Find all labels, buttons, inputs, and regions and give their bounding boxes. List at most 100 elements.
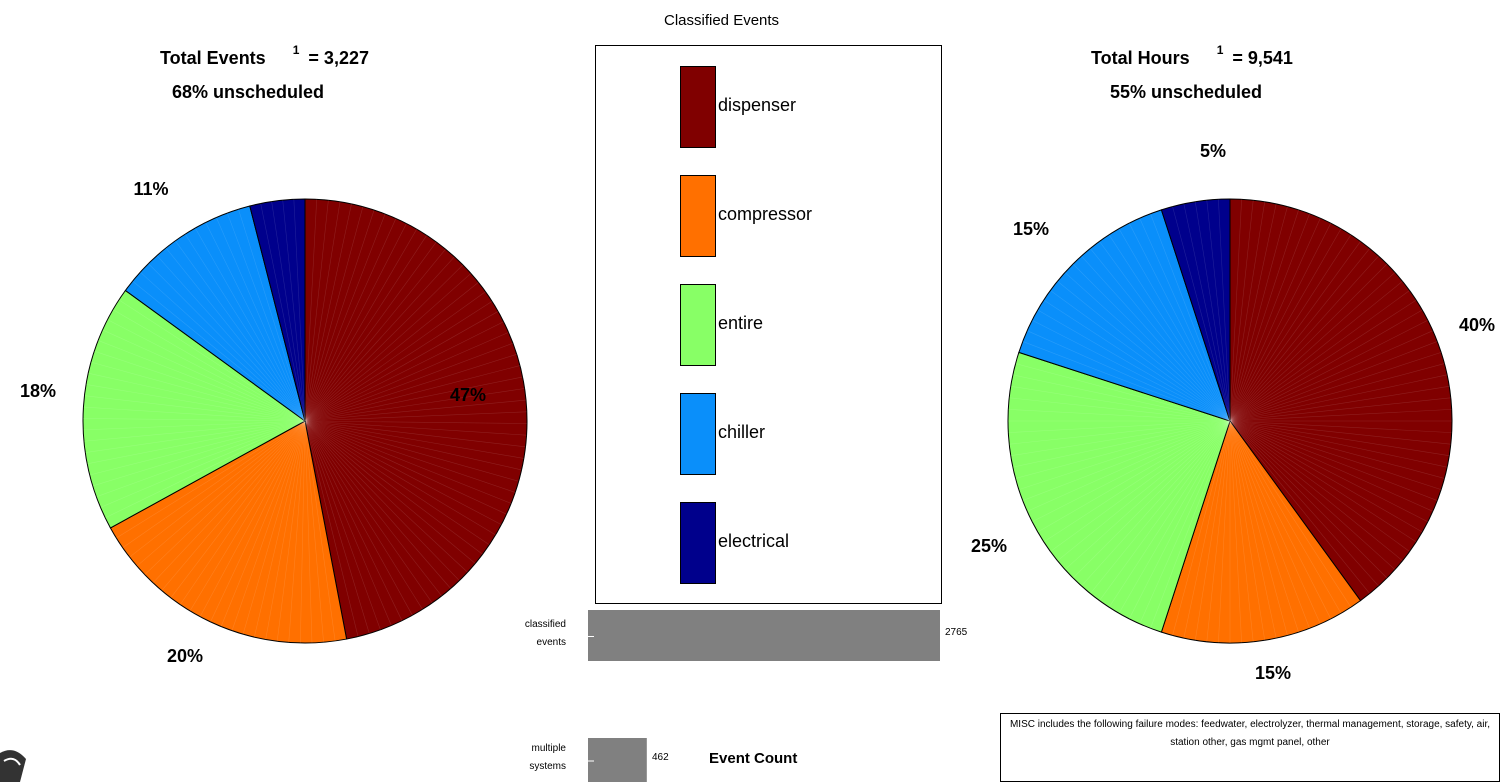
- pie-percent-label: 18%: [20, 381, 56, 401]
- pie-slice-shade: [1081, 420, 1231, 587]
- pie-slice-shade: [304, 420, 476, 564]
- pie-slice-shade: [107, 319, 306, 422]
- pie-slice-shade: [304, 256, 455, 422]
- pie-slice-shade: [205, 222, 306, 422]
- pie-slice-shade: [271, 201, 306, 422]
- bar-category-line: classified: [524, 619, 566, 630]
- pie-slice-shade: [1022, 341, 1231, 422]
- pie-slice-shade: [304, 376, 523, 422]
- pie-slice-shade: [1229, 420, 1452, 433]
- pie-slice-shade: [1229, 420, 1388, 579]
- pie-slice-shade: [304, 223, 407, 422]
- pie-slice-compressor: [109, 420, 348, 644]
- pie-slice-shade: [216, 217, 306, 422]
- pie-slice-shade: [304, 264, 464, 422]
- pie-slice-shade: [304, 420, 483, 555]
- pie-slice-shade: [304, 365, 521, 422]
- pie-slice-shade: [144, 420, 306, 575]
- pie-slice-shade: [304, 332, 509, 422]
- legend-label-compressor: compressor: [718, 204, 813, 224]
- pie-slice-shade: [1118, 420, 1231, 614]
- pie-slice-shade: [304, 218, 397, 422]
- pie-slice-shade: [96, 420, 306, 498]
- pie-slice-shade: [304, 420, 433, 604]
- pie-slice-shade: [1172, 206, 1231, 422]
- pie-slice-shade: [1032, 420, 1231, 523]
- pie-slice-shade: [118, 299, 306, 422]
- right-title-footnote: 1: [1216, 43, 1224, 57]
- pie-slice-shade: [90, 361, 306, 422]
- legend-swatch-entire: [680, 284, 716, 366]
- logo-icon: [0, 750, 26, 782]
- pie-slice-shade: [1172, 420, 1231, 636]
- pie-slice-shade: [165, 247, 306, 422]
- pie-slice-shade: [304, 420, 526, 448]
- pie-slice-shade: [1229, 420, 1277, 639]
- pie-slice-shade: [1229, 397, 1451, 422]
- pie-slice-shade: [293, 199, 306, 422]
- pie-slice-shade: [265, 420, 306, 640]
- pie-slice-shade: [1229, 299, 1417, 422]
- pie-slice-shade: [304, 420, 496, 536]
- pie-slice-shade: [1064, 420, 1231, 570]
- pie-slice-electrical: [249, 198, 306, 422]
- pie-slice-shade: [304, 420, 490, 545]
- pie-slice-shade: [1229, 420, 1438, 501]
- pie-slice-shade: [304, 321, 504, 422]
- pie-slice-shade: [304, 420, 507, 515]
- pie-slice-chiller: [124, 205, 306, 423]
- pie-slice-shade: [1037, 309, 1231, 422]
- misc-note: MISC includes the following failure mode…: [1000, 713, 1500, 782]
- pie-slice-shade: [1229, 420, 1403, 561]
- left-title-footnote: 1: [292, 43, 300, 57]
- pie-slice-shade: [304, 420, 392, 626]
- pie-slice-shade: [304, 420, 502, 525]
- pie-slice-shade: [1229, 363, 1445, 422]
- pie-slice-shade: [184, 233, 306, 422]
- pie-slice-shade: [1050, 420, 1231, 552]
- pie-slice-shade: [1194, 420, 1231, 641]
- pie-slice-shade: [102, 329, 306, 422]
- pie-slice-shade: [179, 420, 306, 605]
- pie-slice-shade: [1229, 203, 1277, 422]
- pie-slice-shade: [304, 342, 514, 422]
- pie-slice-shade: [304, 203, 352, 422]
- pie-slice-chiller: [1018, 209, 1231, 422]
- pie-slice-shade: [1108, 234, 1231, 422]
- pie-percent-label: 11%: [133, 179, 168, 199]
- pie-slice-shade: [83, 418, 306, 422]
- pie-slice-shade: [1206, 200, 1231, 422]
- bar-axis-label: Event Count: [709, 750, 798, 767]
- left-pie-title: Total Events 1 = 3,227: [160, 43, 369, 69]
- pie-percent-label: 40%: [1459, 315, 1495, 335]
- pie-slice-shade: [1229, 420, 1321, 624]
- pie-slice-shade: [1018, 420, 1231, 490]
- pie-slice-shade: [1010, 420, 1231, 457]
- pie-slice-shade: [129, 420, 306, 558]
- pie-slice-shade: [83, 420, 306, 431]
- pie-slice-shade: [1229, 420, 1342, 614]
- pie-slice-shade: [148, 263, 306, 422]
- pie-slice-shade: [304, 420, 336, 641]
- pie-slice-shade: [304, 420, 313, 643]
- pie-slice-shade: [1229, 319, 1428, 422]
- pie-slice-shade: [304, 248, 446, 422]
- pie-slice-shade: [175, 240, 306, 422]
- pie-slice-shade: [189, 420, 306, 612]
- pie-slice-shade: [304, 213, 386, 422]
- pie-slice-shade: [1229, 420, 1428, 523]
- pie-slice-shade: [132, 280, 306, 422]
- pie-slice-shade: [1229, 420, 1448, 468]
- left-title-text: Total Events: [160, 48, 266, 68]
- legend-swatch-chiller: [680, 393, 716, 475]
- pie-slice-shade: [98, 340, 306, 422]
- pie-slice-shade: [1194, 201, 1231, 422]
- pie-slice-shade: [1090, 420, 1231, 594]
- pie-slice-shade: [1128, 223, 1231, 422]
- bar-category-line: systems: [529, 761, 566, 772]
- pie-slice-shade: [1229, 218, 1321, 422]
- pie-chart-2: 40% 15% 25% 15% 5%: [971, 141, 1495, 683]
- pie-slice-shade: [1229, 263, 1388, 422]
- pie-slice-shade: [1150, 213, 1231, 422]
- pie-slice-shade: [304, 420, 451, 589]
